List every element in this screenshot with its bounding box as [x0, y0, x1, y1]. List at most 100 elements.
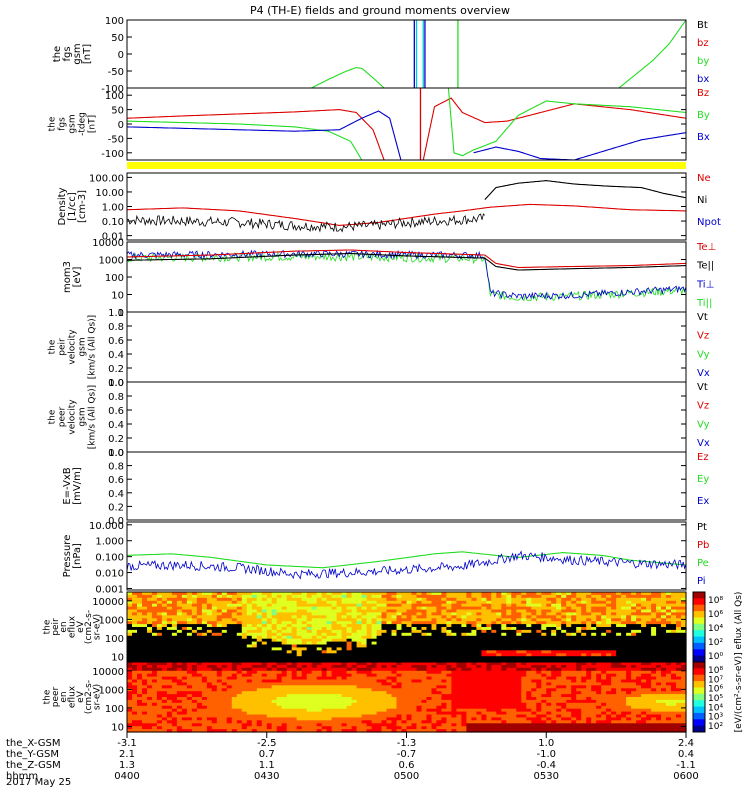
heatmap-cell: [476, 629, 482, 634]
legend-vz: Vz: [697, 331, 709, 342]
heatmap-cell: [142, 699, 148, 704]
heatmap-cell: [286, 594, 293, 599]
heatmap-cell: [561, 609, 567, 613]
heatmap-cell: [132, 720, 138, 724]
heatmap-cell: [176, 705, 183, 710]
heatmap-cell: [276, 635, 283, 640]
heatmap-cell: [186, 592, 193, 596]
heatmap-cell: [506, 644, 512, 648]
heatmap-cell: [127, 664, 133, 669]
heatmap-cell: [556, 621, 562, 625]
heatmap-cell: [236, 664, 243, 669]
heatmap-cell: [341, 697, 348, 701]
heatmap-cell: [142, 711, 148, 716]
heatmap-cell: [156, 723, 163, 727]
heatmap-cell: [391, 629, 398, 634]
heatmap-cell: [351, 612, 358, 616]
heatmap-cell: [226, 682, 233, 686]
y-axis-label: mom3 [eV]: [62, 261, 83, 293]
heatmap-cell: [391, 708, 398, 713]
heatmap-cell: [476, 606, 482, 611]
heatmap-cell: [281, 711, 288, 716]
heatmap-cell: [336, 609, 343, 613]
heatmap-cell: [132, 662, 138, 666]
heatmap-cell: [127, 708, 133, 713]
heatmap-cell: [161, 656, 168, 660]
heatmap-cell: [156, 638, 163, 643]
heatmap-cell: [346, 717, 353, 721]
heatmap-cell: [651, 641, 657, 646]
heatmap-cell: [376, 653, 383, 657]
legend-ez: Ez: [697, 452, 709, 463]
heatmap-cell: [351, 688, 358, 692]
heatmap-cell: [416, 688, 423, 692]
heatmap-cell: [226, 638, 233, 643]
heatmap-cell: [516, 702, 522, 707]
heatmap-cell: [601, 597, 607, 602]
heatmap-cell: [231, 702, 238, 707]
heatmap-cell: [601, 594, 607, 599]
heatmap-cell: [181, 592, 188, 596]
heatmap-cell: [511, 670, 517, 675]
heatmap-cell: [371, 673, 378, 678]
heatmap-cell: [671, 615, 677, 619]
heatmap-cell: [152, 667, 158, 672]
heatmap-cell: [186, 688, 193, 692]
heatmap-cell: [341, 594, 348, 599]
heatmap-cell: [521, 597, 527, 602]
heatmap-cell: [626, 647, 632, 651]
heatmap-cell: [226, 627, 233, 631]
heatmap-cell: [421, 609, 428, 613]
heatmap-cell: [321, 659, 328, 663]
heatmap-cell: [596, 618, 602, 622]
heatmap-cell: [426, 650, 433, 654]
heatmap-cell: [451, 717, 457, 721]
heatmap-cell: [466, 679, 472, 683]
heatmap-cell: [401, 644, 408, 648]
heatmap-cell: [646, 627, 652, 631]
heatmap-cell: [221, 624, 228, 628]
heatmap-cell: [291, 673, 298, 678]
heatmap-cell: [416, 627, 423, 631]
heatmap-cell: [581, 638, 587, 643]
heatmap-cell: [196, 694, 203, 698]
heatmap-cell: [396, 697, 403, 701]
heatmap-cell: [251, 711, 258, 716]
heatmap-cell: [166, 673, 173, 678]
heatmap-cell: [421, 603, 428, 608]
heatmap-cell: [551, 670, 557, 675]
heatmap-cell: [396, 702, 403, 707]
heatmap-cell: [311, 644, 318, 648]
heatmap-cell: [142, 624, 148, 628]
heatmap-cell: [291, 650, 298, 654]
heatmap-cell: [316, 615, 323, 619]
heatmap-cell: [391, 656, 398, 660]
heatmap-cell: [396, 673, 403, 678]
heatmap-cell: [436, 662, 442, 666]
heatmap-cell: [201, 662, 208, 666]
heatmap-cell: [276, 600, 283, 605]
heatmap-cell: [241, 676, 248, 681]
heatmap-cell: [236, 726, 243, 730]
heatmap-cell: [291, 606, 298, 611]
heatmap-cell: [486, 638, 492, 643]
heatmap-cell: [281, 688, 288, 692]
heatmap-cell: [236, 670, 243, 675]
heatmap-cell: [561, 597, 567, 602]
heatmap-cell: [171, 720, 178, 724]
heatmap-cell: [316, 697, 323, 701]
heatmap-cell: [391, 644, 398, 648]
heatmap-cell: [501, 662, 507, 666]
heatmap-cell: [156, 670, 163, 675]
heatmap-cell: [491, 691, 497, 695]
heatmap-cell: [127, 600, 133, 605]
heatmap-cell: [481, 670, 487, 675]
heatmap-cell: [132, 664, 138, 669]
heatmap-cell: [251, 664, 258, 669]
heatmap-cell: [516, 708, 522, 713]
heatmap-cell: [401, 705, 408, 710]
heatmap-cell: [476, 594, 482, 599]
heatmap-cell: [361, 627, 368, 631]
heatmap-cell: [361, 699, 368, 704]
heatmap-cell: [491, 638, 497, 643]
